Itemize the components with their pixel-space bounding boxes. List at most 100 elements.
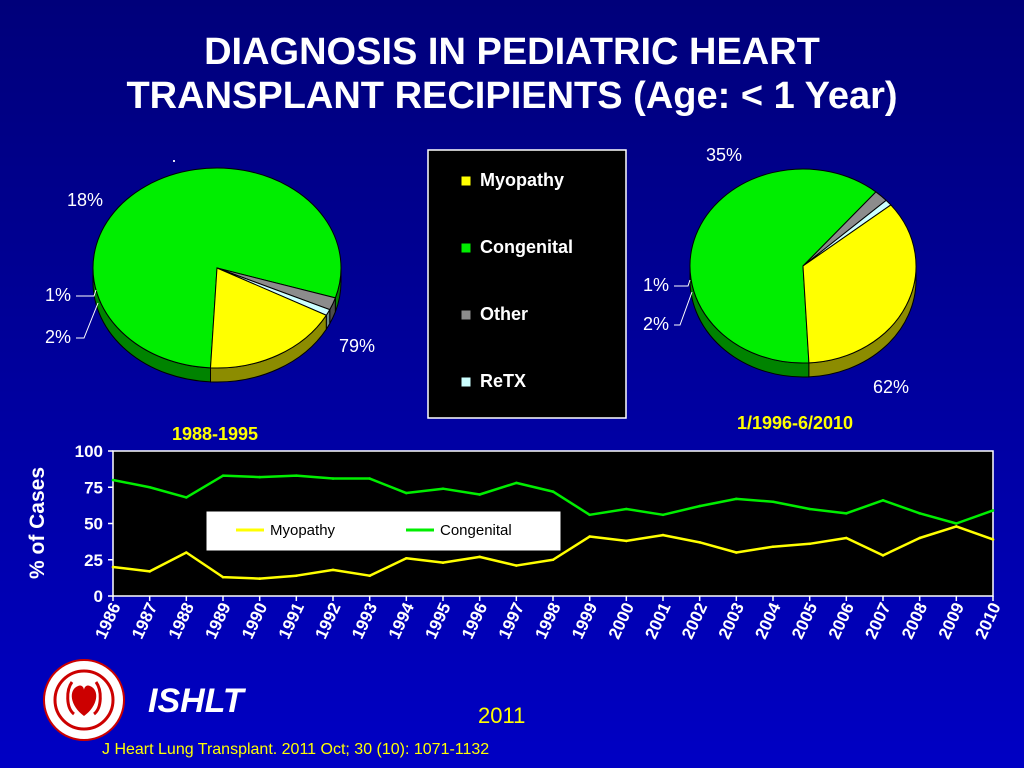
legend-swatch-retx — [460, 376, 472, 388]
pie-chart-1 — [92, 167, 342, 383]
data-point-myopathy — [368, 574, 371, 577]
data-point-myopathy — [331, 568, 335, 572]
ishlt-seal-logo — [43, 659, 125, 741]
data-point-congenital — [625, 507, 628, 511]
data-point-myopathy — [588, 535, 591, 538]
data-point-congenital — [881, 499, 885, 502]
data-point-myopathy — [955, 525, 958, 528]
data-point-myopathy — [295, 574, 298, 577]
pie-chart-2 — [689, 168, 917, 378]
legend-label-other: Other — [480, 304, 528, 324]
data-point-congenital — [661, 513, 665, 517]
pie1-label-myopathy: 18% — [67, 190, 103, 210]
data-point-myopathy — [808, 542, 811, 546]
publication-year: 2011 — [478, 703, 526, 728]
x-tick-label: 2007 — [861, 600, 894, 642]
x-tick-label: 2002 — [678, 600, 711, 642]
data-point-myopathy — [515, 564, 518, 567]
legend-swatch-congenital — [460, 242, 472, 254]
x-tick-label: 1990 — [238, 600, 271, 642]
pie-slice-myopathy — [802, 204, 917, 364]
data-point-congenital — [955, 522, 958, 525]
y-tick-label: 75 — [84, 478, 103, 497]
y-tick-label: 0 — [94, 587, 103, 606]
line-legend-label-congenital: Congenital — [440, 522, 512, 539]
data-point-myopathy — [405, 557, 408, 560]
data-point-myopathy — [258, 577, 261, 580]
pie-slice-myopathy — [209, 267, 328, 369]
data-point-myopathy — [441, 561, 445, 564]
data-point-congenital — [331, 477, 335, 480]
x-tick-label: 1994 — [385, 599, 418, 642]
legend-label-myopathy: Myopathy — [480, 170, 564, 190]
x-tick-label: 2005 — [788, 600, 821, 642]
x-tick-label: 1998 — [531, 600, 564, 642]
x-tick-label: 1992 — [311, 600, 344, 642]
pie1-period-label: 1988-1995 — [172, 424, 258, 444]
pie1-leader-other — [76, 302, 99, 339]
citation: J Heart Lung Transplant. 2011 Oct; 30 (1… — [102, 741, 490, 758]
title-line-1: DIAGNOSIS IN PEDIATRIC HEART — [204, 31, 820, 73]
data-point-myopathy — [551, 558, 555, 562]
data-point-congenital — [148, 485, 151, 489]
pie-slice-congenital — [689, 168, 877, 364]
x-tick-label: 1991 — [275, 600, 308, 642]
data-point-congenital — [295, 474, 298, 477]
x-tick-label: 2006 — [825, 600, 858, 642]
data-point-myopathy — [991, 538, 995, 541]
x-tick-label: 1995 — [421, 600, 454, 642]
pie1-dot-marker: . — [171, 146, 176, 166]
x-tick-label: 1988 — [165, 600, 198, 642]
data-point-congenital — [808, 507, 811, 511]
pie1-label-congenital: 79% — [339, 336, 375, 356]
x-tick-label: 2003 — [715, 600, 748, 642]
line-legend-label-myopathy: Myopathy — [270, 522, 336, 539]
line-chart — [108, 450, 995, 601]
pie2-leader-other — [674, 291, 693, 326]
pie1-label-retx: 1% — [45, 285, 71, 305]
y-tick-label: 25 — [84, 551, 103, 570]
x-tick-label: 1997 — [495, 600, 528, 642]
data-point-congenital — [991, 509, 995, 512]
pie-legend: Myopathy Congenital Other ReTX — [427, 149, 627, 419]
data-point-congenital — [735, 497, 738, 501]
pie-legend-box — [427, 149, 627, 419]
data-point-myopathy — [845, 536, 848, 540]
data-point-congenital — [368, 477, 371, 480]
x-tick-label: 1999 — [568, 600, 601, 642]
data-point-congenital — [918, 512, 921, 515]
data-point-myopathy — [625, 539, 628, 543]
data-point-congenital — [258, 475, 261, 479]
data-point-congenital — [845, 512, 848, 515]
data-point-congenital — [515, 481, 518, 485]
pie1-leader-retx — [76, 289, 97, 297]
data-point-myopathy — [881, 554, 885, 557]
x-tick-label: 1996 — [458, 600, 491, 642]
data-point-myopathy — [148, 570, 151, 573]
data-point-myopathy — [661, 533, 665, 537]
x-tick-label: 2009 — [935, 600, 968, 642]
data-point-myopathy — [221, 575, 225, 579]
legend-swatch-myopathy — [460, 175, 472, 187]
data-point-myopathy — [698, 541, 701, 544]
data-point-congenital — [771, 500, 775, 504]
x-tick-label: 2010 — [971, 600, 1004, 642]
legend-swatch-other — [460, 309, 472, 321]
x-tick-label: 1989 — [201, 600, 234, 642]
data-point-congenital — [478, 493, 481, 496]
x-tick-label: 2000 — [605, 600, 638, 642]
pie2-label-retx: 1% — [643, 275, 669, 295]
y-axis-label: % of Cases — [26, 467, 49, 579]
y-tick-label: 50 — [84, 515, 103, 534]
data-point-congenital — [185, 496, 188, 499]
pie2-period-label: 1/1996-6/2010 — [737, 413, 853, 433]
pie2-label-myopathy: 35% — [706, 145, 742, 165]
x-tick-label: 1987 — [128, 600, 161, 642]
title-line-2: TRANSPLANT RECIPIENTS (Age: < 1 Year) — [126, 75, 898, 117]
data-point-congenital — [551, 490, 555, 493]
pie2-label-other: 2% — [643, 314, 669, 334]
y-tick-label: 100 — [75, 442, 103, 461]
slide-title: DIAGNOSIS IN PEDIATRIC HEART TRANSPLANT … — [0, 30, 1024, 118]
data-point-myopathy — [111, 565, 115, 569]
x-tick-label: 2008 — [898, 600, 931, 642]
